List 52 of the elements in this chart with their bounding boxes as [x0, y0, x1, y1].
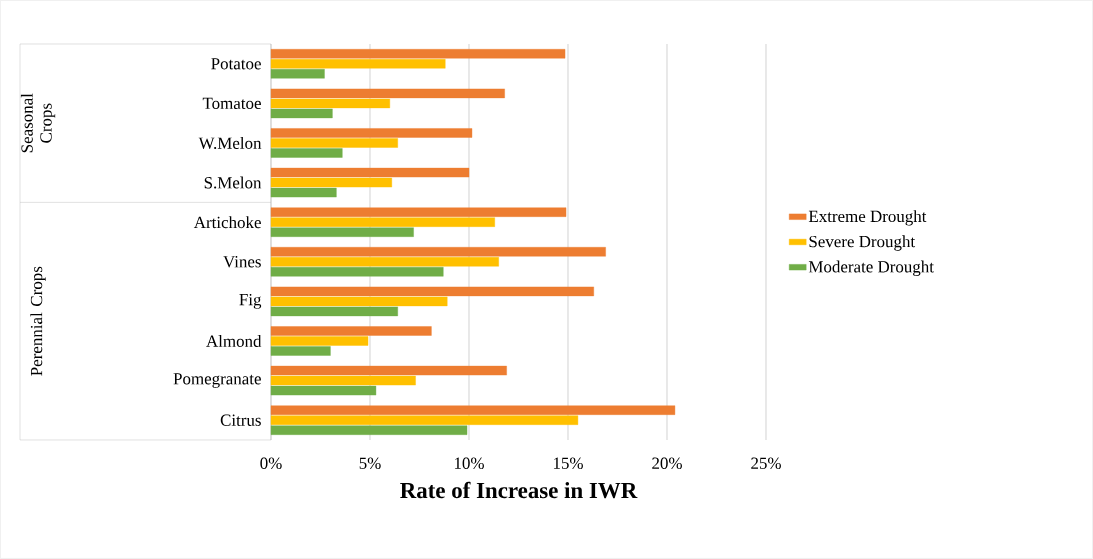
legend-label: Moderate Drought	[808, 260, 934, 276]
y-tick-label: Artichoke	[193, 216, 261, 229]
bar	[270, 267, 444, 277]
bar	[270, 286, 594, 297]
bar	[270, 49, 566, 59]
bar	[270, 375, 416, 386]
y-tick-label: Almond	[206, 335, 262, 347]
bar	[270, 296, 448, 307]
legend-label: Extreme Drought	[808, 210, 927, 226]
y-tick-label: Potatoe	[211, 58, 261, 70]
bar	[270, 177, 392, 188]
bar	[270, 148, 343, 158]
y-tick-label: Fig	[239, 293, 262, 309]
x-tick-label: 5%	[359, 457, 381, 469]
bar	[270, 98, 391, 109]
x-tick-label: 15%	[553, 457, 583, 469]
x-tick-label: 20%	[652, 457, 682, 469]
y-tick-label: Pomegranate	[173, 373, 261, 388]
bar	[270, 187, 337, 198]
bar	[270, 217, 495, 227]
bar	[270, 227, 414, 237]
bar	[270, 257, 499, 267]
bar	[270, 365, 507, 376]
x-tick-label: 0%	[260, 457, 282, 469]
text: Perennial Crops	[30, 266, 46, 376]
bar	[270, 207, 567, 217]
bar	[270, 138, 398, 148]
bar	[270, 326, 432, 336]
y-tick-label: Vines	[223, 256, 261, 268]
x-tick-label: 10%	[454, 457, 484, 469]
y-tick-label: W.Melon	[198, 136, 262, 149]
y-tick-label: S.Melon	[204, 176, 262, 189]
bar	[270, 69, 325, 79]
bar	[270, 306, 398, 317]
x-tick-label: 25%	[751, 457, 781, 469]
bar	[270, 415, 579, 425]
x-axis-title: Rate of Increase in IWR	[400, 481, 638, 499]
y-tick-label: Tomatoe	[202, 97, 261, 110]
bar	[270, 128, 473, 138]
bar	[270, 385, 377, 396]
bar	[270, 405, 676, 415]
text: Seasonal Crops	[20, 93, 56, 153]
y-tick-label: Citrus	[220, 414, 261, 426]
bar	[270, 425, 468, 435]
bar	[270, 59, 446, 69]
bar	[270, 108, 333, 119]
bar	[270, 167, 470, 178]
bar	[270, 247, 606, 257]
legend-label: Severe Drought	[809, 235, 916, 251]
bar	[270, 346, 331, 356]
bar	[270, 336, 369, 346]
bar	[270, 88, 505, 99]
